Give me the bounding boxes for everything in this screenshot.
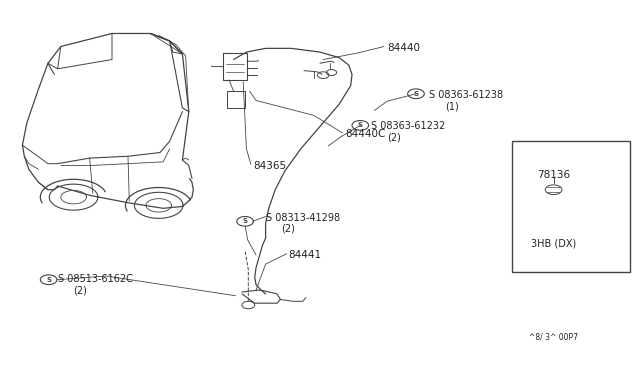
Text: S: S (243, 218, 248, 224)
Text: S 08513-6162C: S 08513-6162C (58, 274, 132, 284)
Bar (512, 141, 630, 272)
Text: S: S (413, 91, 419, 97)
Text: 84440: 84440 (387, 44, 420, 53)
Text: S: S (46, 277, 51, 283)
Text: 3HB (DX): 3HB (DX) (531, 239, 576, 248)
Text: S: S (358, 122, 363, 128)
Text: 84441: 84441 (288, 250, 321, 260)
Text: 78136: 78136 (537, 170, 570, 180)
Text: 84440C: 84440C (346, 129, 386, 139)
Text: ^8/ 3^ 00P7: ^8/ 3^ 00P7 (529, 332, 578, 341)
Text: (2): (2) (74, 285, 88, 295)
Text: 84365: 84365 (253, 161, 286, 170)
Text: (2): (2) (387, 133, 401, 142)
Text: S 08363-61232: S 08363-61232 (371, 122, 445, 131)
Text: (2): (2) (282, 224, 296, 234)
Text: (1): (1) (445, 101, 458, 111)
Text: S 08313-41298: S 08313-41298 (266, 213, 340, 222)
Text: S 08363-61238: S 08363-61238 (429, 90, 503, 100)
